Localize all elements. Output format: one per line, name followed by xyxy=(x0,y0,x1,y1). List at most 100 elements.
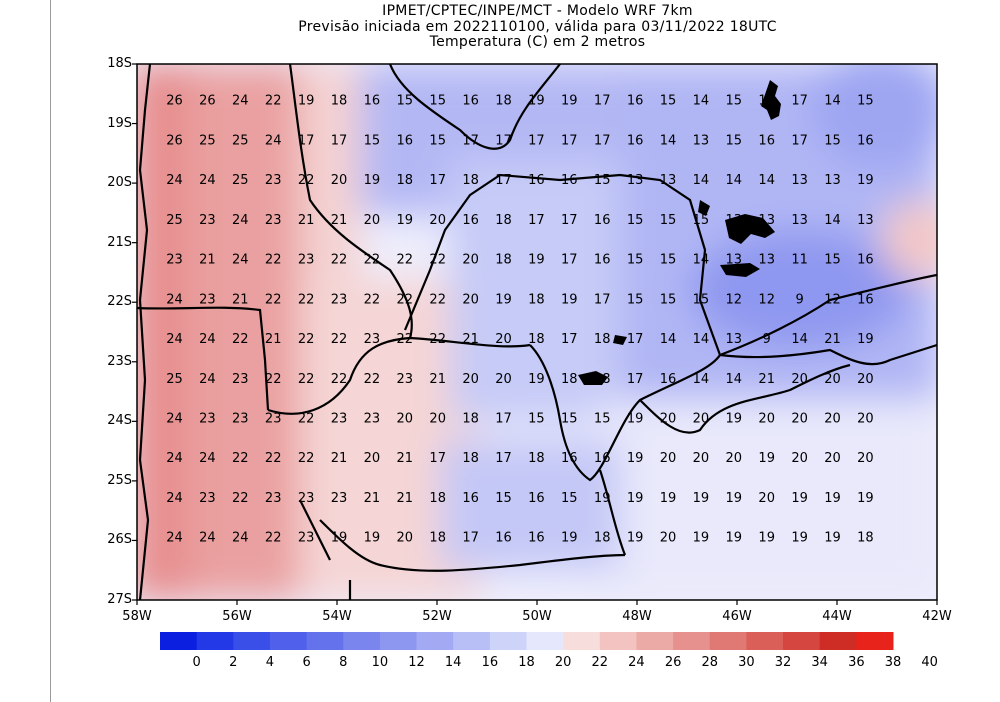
temperature-value: 13 xyxy=(758,253,775,268)
temperature-value: 24 xyxy=(166,292,183,307)
colorbar-swatch xyxy=(489,632,527,650)
lat-label-20s: 20S xyxy=(107,175,132,190)
temperature-value: 20 xyxy=(660,412,677,427)
temperature-value: 19 xyxy=(561,292,578,307)
temperature-value: 16 xyxy=(594,451,611,466)
colorbar-label: 34 xyxy=(811,655,828,670)
temperature-value: 16 xyxy=(857,292,874,307)
temperature-value: 16 xyxy=(495,531,512,546)
temperature-value: 18 xyxy=(462,173,479,188)
temperature-value: 24 xyxy=(199,451,216,466)
colorbar-swatch xyxy=(233,632,271,650)
temperature-value: 17 xyxy=(561,332,578,347)
temperature-value: 21 xyxy=(364,491,381,506)
temperature-value: 20 xyxy=(397,412,414,427)
colorbar-swatch xyxy=(379,632,418,650)
temperature-value: 19 xyxy=(791,491,808,506)
temperature-value: 23 xyxy=(232,412,249,427)
temperature-value: 19 xyxy=(627,451,644,466)
temperature-value: 19 xyxy=(364,531,381,546)
temperature-value: 17 xyxy=(462,133,479,148)
colorbar-label: 2 xyxy=(229,655,238,670)
temperature-value: 18 xyxy=(758,94,775,109)
temperature-value: 17 xyxy=(495,451,512,466)
temperature-value: 18 xyxy=(462,451,479,466)
temperature-value: 24 xyxy=(166,412,183,427)
temperature-value: 16 xyxy=(528,531,545,546)
temperature-value: 19 xyxy=(726,412,743,427)
temperature-value: 19 xyxy=(824,491,841,506)
temperature-value: 20 xyxy=(495,372,512,387)
temperature-value: 17 xyxy=(594,133,611,148)
temperature-value: 22 xyxy=(232,332,249,347)
temperature-value: 22 xyxy=(429,253,446,268)
temperature-value: 21 xyxy=(429,372,446,387)
colorbar-swatch xyxy=(160,632,198,650)
coastline-borders xyxy=(137,64,937,600)
temperature-value: 19 xyxy=(693,531,710,546)
temperature-value: 24 xyxy=(166,491,183,506)
temperature-value: 15 xyxy=(429,133,446,148)
colorbar-label: 18 xyxy=(518,655,535,670)
temperature-value: 25 xyxy=(232,133,249,148)
colorbar-label: 16 xyxy=(481,655,499,670)
colorbar-label: 38 xyxy=(884,655,902,670)
title-line-1: IPMET/CPTEC/INPE/MCT - Modelo WRF 7km xyxy=(382,3,693,19)
temperature-value: 15 xyxy=(495,491,512,506)
temperature-value: 22 xyxy=(265,372,282,387)
temperature-value: 21 xyxy=(232,292,249,307)
temperature-value: 18 xyxy=(495,253,512,268)
title-line-3: Temperatura (C) em 2 metros xyxy=(429,34,646,50)
lon-label-54w: 54W xyxy=(322,609,352,624)
temperature-value: 18 xyxy=(495,94,512,109)
temperature-value: 11 xyxy=(791,253,808,268)
temperature-value: 24 xyxy=(199,372,216,387)
temperature-value: 18 xyxy=(462,412,479,427)
lat-label-18s: 18S xyxy=(107,56,132,71)
temperature-value: 25 xyxy=(199,133,216,148)
temperature-value: 20 xyxy=(660,531,677,546)
temperature-value: 23 xyxy=(265,491,282,506)
temperature-value: 13 xyxy=(857,213,874,228)
temperature-value: 22 xyxy=(397,253,414,268)
temperature-value: 19 xyxy=(726,531,743,546)
temperature-value: 19 xyxy=(627,412,644,427)
temperature-value: 17 xyxy=(495,133,512,148)
temperature-value: 24 xyxy=(199,531,216,546)
temperature-value: 25 xyxy=(166,213,183,228)
temperature-value: 12 xyxy=(758,292,775,307)
colorbar-swatch xyxy=(709,632,747,650)
colorbar-label: 22 xyxy=(591,655,609,670)
lon-label-48w: 48W xyxy=(622,609,652,624)
temperature-value: 16 xyxy=(397,133,414,148)
temperature-value: 16 xyxy=(857,133,874,148)
temperature-value: 14 xyxy=(693,173,710,188)
temperature-value: 17 xyxy=(791,94,808,109)
temperature-value: 20 xyxy=(857,451,874,466)
temperature-value: 18 xyxy=(495,213,512,228)
temperature-value: 19 xyxy=(561,94,578,109)
temperature-value: 15 xyxy=(660,253,677,268)
temperature-value: 19 xyxy=(594,491,611,506)
temperature-value: 20 xyxy=(791,451,808,466)
temperature-value: 17 xyxy=(429,173,446,188)
temperature-value: 14 xyxy=(791,332,808,347)
temperature-value: 17 xyxy=(462,531,479,546)
temperature-value: 22 xyxy=(265,94,282,109)
colorbar-swatch xyxy=(269,632,308,650)
temperature-value: 20 xyxy=(462,253,479,268)
lat-label-23s: 23S xyxy=(107,354,132,369)
temperature-value: 21 xyxy=(298,213,315,228)
temperature-value: 21 xyxy=(199,253,216,268)
temperature-value: 15 xyxy=(561,412,578,427)
temperature-value: 20 xyxy=(331,173,348,188)
temperature-value: 23 xyxy=(232,372,249,387)
temperature-value: 14 xyxy=(660,133,677,148)
lake-shapes xyxy=(578,80,781,385)
temperature-value: 22 xyxy=(298,173,315,188)
temperature-value: 22 xyxy=(429,292,446,307)
temperature-value: 24 xyxy=(199,332,216,347)
colorbar-label: 10 xyxy=(371,655,389,670)
temperature-value: 23 xyxy=(298,531,315,546)
title-line-2: Previsão iniciada em 2022110100, válida … xyxy=(298,19,777,35)
